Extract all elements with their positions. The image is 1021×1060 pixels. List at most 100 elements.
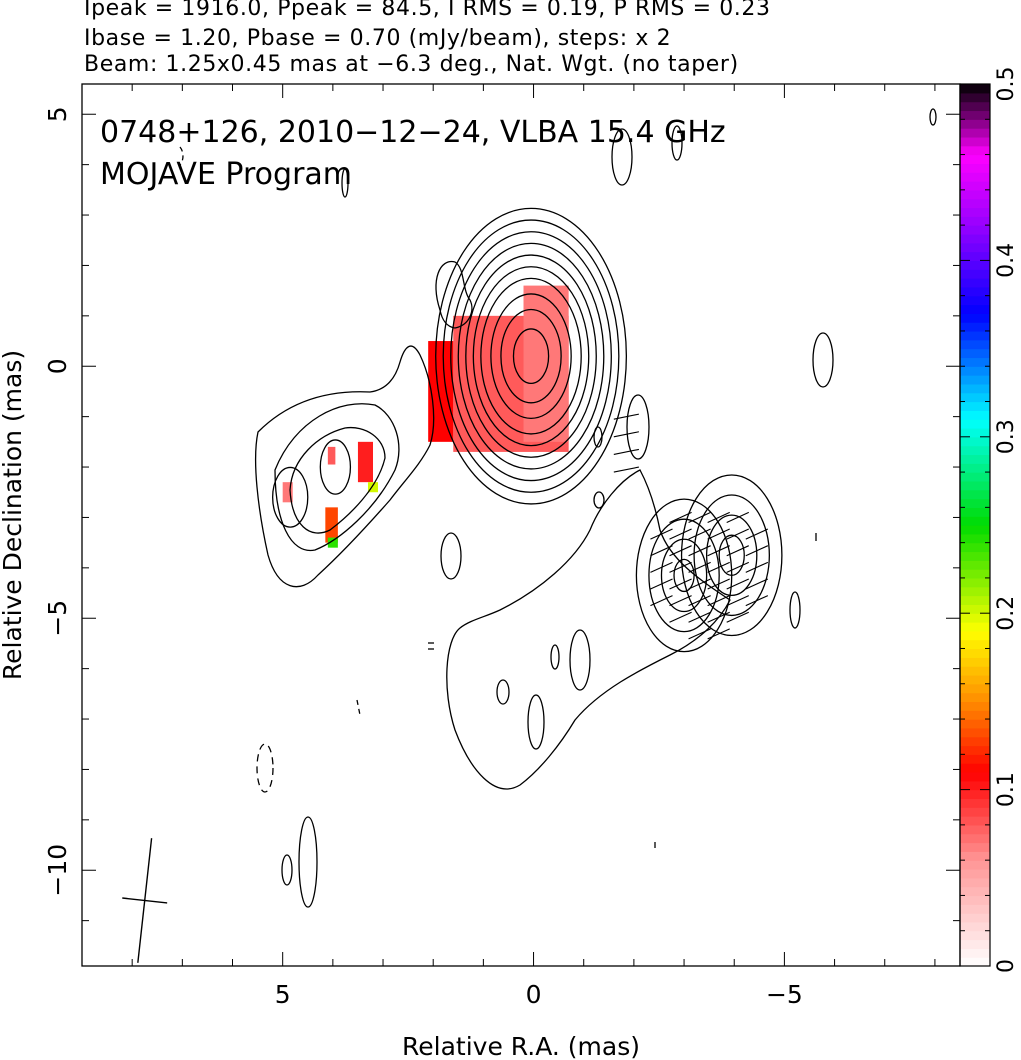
evpa-vector xyxy=(669,561,692,573)
negative-contour xyxy=(179,146,184,166)
colorbar-segment xyxy=(960,392,990,403)
core-contour xyxy=(457,242,605,470)
evpa-vector xyxy=(688,611,711,623)
isolated-contour xyxy=(671,125,683,161)
colorbar-segment xyxy=(960,692,990,702)
plot-axes: 5 0 −5 5 0 −5 −10 xyxy=(43,83,961,1009)
colorbar-segment xyxy=(960,666,990,676)
colorbar-tick-label: 0.1 xyxy=(994,772,1019,807)
core-contour xyxy=(465,254,597,458)
colorbar-segment xyxy=(960,145,990,156)
colorbar-segment xyxy=(960,701,990,711)
evpa-vector xyxy=(669,511,692,523)
evpa-vector xyxy=(745,561,769,573)
colorbar-segment xyxy=(960,339,990,350)
beam-minor-axis xyxy=(122,897,168,904)
polarization-patch xyxy=(357,441,373,483)
isolated-contour xyxy=(550,644,560,670)
y-tick-label: 0 xyxy=(43,358,72,374)
colorbar-segment xyxy=(960,877,990,888)
colorbar-segment xyxy=(960,84,990,94)
colorbar-segment xyxy=(960,313,990,323)
evpa-vector xyxy=(613,431,640,438)
colorbar-tick-label: 0.5 xyxy=(994,67,1019,102)
isolated-contour xyxy=(626,394,650,460)
evpa-vector xyxy=(650,595,673,607)
isolated-contour xyxy=(440,532,462,580)
evpa-vector xyxy=(688,595,711,607)
colorbar-segment xyxy=(960,427,990,438)
colorbar-segment xyxy=(960,251,990,261)
isolated-contour xyxy=(569,629,591,691)
evpa-vector xyxy=(726,545,750,557)
colorbar-segment xyxy=(960,330,990,341)
polarization-patch xyxy=(325,507,338,543)
evpa-vector xyxy=(707,628,730,640)
x-axis-label: Relative R.A. (mas) xyxy=(402,1032,640,1060)
header-line-1: Ipeak = 1916.0, Ppeak = 84.5, I RMS = 0.… xyxy=(84,0,771,21)
colorbar-segment xyxy=(960,851,990,861)
minor-emission-contours xyxy=(179,108,937,908)
y-tick-label: −10 xyxy=(43,844,72,897)
colorbar-segment xyxy=(960,154,990,164)
south-jet-outer-contour xyxy=(446,469,731,790)
isolated-contour xyxy=(812,332,834,388)
colorbar-segment xyxy=(960,807,990,817)
inner-jet-contour xyxy=(673,558,695,593)
polarization-patch xyxy=(327,446,336,465)
colorbar-segment xyxy=(960,286,990,297)
core-contour xyxy=(442,219,620,493)
colorbar-segment xyxy=(960,480,990,491)
colorbar-segment xyxy=(960,560,990,570)
core-extension-contour xyxy=(435,260,473,329)
isolated-contour xyxy=(298,816,318,908)
colorbar-segment xyxy=(960,771,990,782)
colorbar-segment xyxy=(960,648,990,658)
colorbar-segment xyxy=(960,824,990,835)
negative-contour xyxy=(256,743,274,793)
colorbar-segment xyxy=(960,207,990,217)
isolated-contour xyxy=(593,491,605,509)
evpa-vector xyxy=(726,561,750,573)
intensity-contour-layer xyxy=(272,207,783,653)
colorbar-segment xyxy=(960,886,990,897)
colorbar-segment xyxy=(960,516,990,526)
colorbar-segment xyxy=(960,401,990,411)
evpa-vector xyxy=(707,611,730,623)
outer-jet-contour xyxy=(693,494,770,617)
isolated-contour xyxy=(341,168,349,198)
colorbar-segment xyxy=(960,110,990,120)
isolated-contour xyxy=(929,108,937,126)
colorbar-segment xyxy=(960,92,990,103)
colorbar-segment xyxy=(960,683,990,694)
colorbar-segment xyxy=(960,604,990,614)
colorbar-segment xyxy=(960,736,990,747)
colorbar-segment xyxy=(960,948,990,958)
colorbar-segment xyxy=(960,225,990,235)
core-contour xyxy=(450,231,612,482)
evpa-vector xyxy=(707,511,730,523)
colorbar-segment xyxy=(960,745,990,755)
evpa-vector xyxy=(707,545,730,557)
evpa-vector xyxy=(650,561,673,573)
colorbar-segment xyxy=(960,586,990,597)
core-contour xyxy=(512,328,550,385)
beam-marker xyxy=(122,838,168,963)
colorbar-tick-label: 0 xyxy=(994,959,1019,973)
colorbar-segment xyxy=(960,921,990,932)
colorbar-segment xyxy=(960,436,990,447)
colorbar-segment xyxy=(960,216,990,226)
colorbar-segment xyxy=(960,613,990,623)
evpa-vector xyxy=(650,545,673,557)
evpa-vector xyxy=(688,528,711,540)
outer-jet-contour xyxy=(718,534,745,576)
evpa-vector xyxy=(707,595,730,607)
colorbar-segment xyxy=(960,630,990,641)
isolated-contour xyxy=(496,679,510,705)
header-line-3: Beam: 1.25x0.45 mas at −6.3 deg., Nat. W… xyxy=(84,52,739,77)
isolated-contour xyxy=(527,694,545,750)
colorbar-segment xyxy=(960,357,990,367)
evpa-vector xyxy=(745,595,769,607)
colorbar-segment xyxy=(960,542,990,553)
